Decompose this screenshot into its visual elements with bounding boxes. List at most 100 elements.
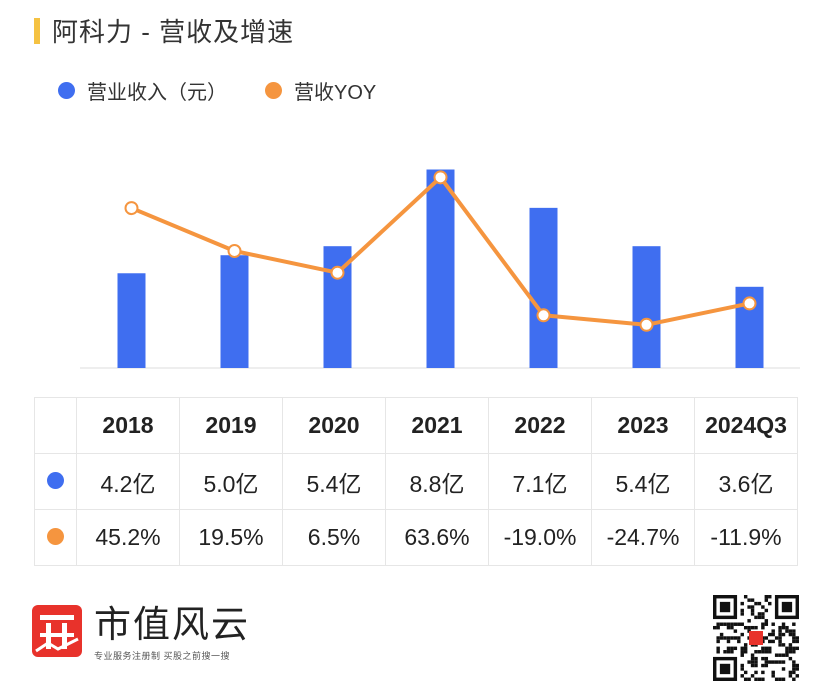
qr-module	[754, 656, 758, 661]
qr-module	[740, 667, 744, 671]
table-cell-revenue: 5.0亿	[179, 453, 283, 510]
qr-module	[747, 598, 751, 602]
legend-label-yoy: 营收YOY	[294, 82, 377, 104]
qr-module	[781, 653, 786, 657]
qr-module	[761, 677, 765, 681]
qr-module	[788, 632, 793, 637]
qr-module	[764, 595, 769, 599]
yoy-point	[639, 317, 654, 332]
qr-module	[764, 650, 769, 654]
qr-module	[764, 656, 769, 661]
qr-module	[747, 605, 751, 609]
brand-footer: 市值风云 专业服务注册制 买股之前搜一搜	[32, 605, 250, 662]
revenue-row-marker	[34, 453, 77, 510]
qr-module	[757, 677, 762, 681]
qr-module	[761, 663, 765, 668]
qr-module	[743, 677, 748, 681]
qr-module	[792, 670, 796, 675]
qr-module	[743, 650, 748, 654]
qr-module	[723, 622, 727, 626]
qr-module	[761, 612, 765, 616]
qr-module	[761, 622, 765, 626]
table-cell-yoy: -19.0%	[488, 509, 592, 566]
qr-module	[743, 646, 748, 651]
qr-module	[733, 622, 738, 626]
qr-module	[754, 660, 758, 664]
table-header-cell: 2021	[385, 397, 489, 454]
qr-module	[771, 632, 775, 637]
revenue-bar	[426, 169, 455, 368]
qr-module	[778, 625, 782, 630]
qr-module	[761, 605, 765, 609]
qr-module	[761, 625, 765, 630]
qr-module	[792, 639, 796, 644]
qr-module	[764, 608, 769, 613]
combo-chart	[80, 169, 800, 369]
table-header-row: 2018 2019 2020 2021 2022 2023 2024Q3	[34, 397, 798, 454]
qr-module	[795, 639, 799, 644]
qr-module	[788, 674, 793, 678]
qr-module	[726, 625, 731, 630]
legend-dot-revenue	[58, 82, 75, 99]
yoy-point	[433, 170, 448, 185]
yoy-point	[742, 296, 757, 311]
qr-module	[726, 622, 731, 626]
qr-module	[723, 636, 727, 640]
qr-code-icon	[713, 595, 799, 681]
qr-module	[795, 646, 799, 651]
revenue-bar	[220, 255, 249, 368]
qr-module	[750, 660, 755, 664]
qr-module	[750, 612, 755, 616]
qr-module	[750, 653, 755, 657]
table-cell-revenue: 7.1亿	[488, 453, 592, 510]
qr-module	[792, 663, 796, 668]
qr-module	[730, 622, 734, 626]
qr-module	[740, 601, 744, 606]
qr-module	[778, 660, 782, 664]
qr-module	[740, 632, 744, 637]
yoy-row-marker	[34, 509, 77, 566]
qr-module	[761, 670, 765, 675]
qr-module	[788, 656, 793, 661]
qr-module	[792, 677, 796, 681]
qr-module	[716, 650, 720, 654]
qr-module	[730, 646, 734, 651]
qr-module	[740, 674, 744, 678]
qr-module	[730, 625, 734, 630]
qr-module	[792, 660, 796, 664]
revenue-dot	[47, 472, 64, 489]
qr-module	[771, 622, 775, 626]
table-header-cell: 2019	[179, 397, 283, 454]
qr-module	[740, 646, 744, 651]
qr-module	[716, 622, 720, 626]
qr-module	[761, 650, 765, 654]
qr-module	[768, 639, 772, 644]
qr-module	[781, 660, 786, 664]
qr-module	[719, 636, 724, 640]
qr-module	[754, 650, 758, 654]
qr-module	[768, 646, 772, 651]
qr-module	[743, 625, 748, 630]
qr-module	[730, 636, 734, 640]
qr-module	[747, 660, 751, 664]
qr-module	[785, 646, 789, 651]
qr-module	[723, 650, 727, 654]
qr-module	[788, 646, 793, 651]
qr-module	[792, 636, 796, 640]
qr-module	[754, 601, 758, 606]
qr-module	[749, 631, 763, 645]
qr-module	[719, 622, 724, 626]
qr-module	[757, 650, 762, 654]
qr-module	[781, 667, 786, 671]
chart-title-bar: 阿科力 - 营收及增速	[34, 12, 294, 49]
qr-module	[771, 670, 775, 675]
qr-module	[743, 670, 748, 675]
qr-module	[754, 615, 758, 620]
qr-module	[768, 601, 772, 606]
qr-module	[778, 632, 782, 637]
qr-module	[792, 646, 796, 651]
qr-module	[730, 650, 734, 654]
qr-module	[788, 670, 793, 675]
qr-module	[757, 601, 762, 606]
qr-module	[713, 625, 717, 630]
